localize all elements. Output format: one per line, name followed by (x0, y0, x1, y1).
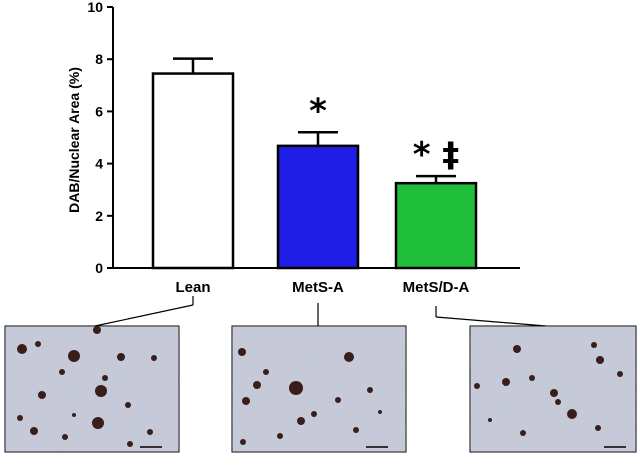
category-label-2: MetS/D-A (403, 279, 470, 296)
connector-lean-diag (94, 304, 194, 327)
y-tick-label: 0 (95, 260, 103, 276)
category-label-0: Lean (175, 279, 210, 296)
y-tick-label: 4 (95, 156, 103, 172)
y-tick-label: 2 (95, 208, 103, 224)
micrograph-lean (4, 325, 180, 453)
y-tick-label: 6 (95, 103, 103, 119)
error-bars (173, 57, 456, 184)
category-label-1: MetS-A (292, 279, 344, 296)
category-labels: Lean MetS-A MetS/D-A (175, 279, 469, 296)
y-axis-label: DAB/Nuclear Area (%) (66, 67, 82, 213)
bar-0 (151, 72, 235, 270)
micrograph-metsd-a (469, 325, 637, 453)
micrograph-connectors (94, 296, 547, 327)
bar-1 (276, 144, 360, 270)
significance-marker-1: * (309, 91, 327, 131)
y-ticks: 0 2 4 6 8 10 (87, 0, 113, 276)
micrograph-mets-a (231, 325, 407, 453)
y-tick-label: 8 (95, 51, 103, 67)
bar-2 (394, 181, 478, 270)
micrograph-panels (4, 325, 637, 453)
significance-annotations: * * ‡ (309, 91, 459, 175)
y-tick-label: 10 (87, 0, 103, 15)
connector-metsd-a-diag (435, 316, 547, 327)
significance-marker-2: * ‡ (413, 135, 460, 175)
bars (151, 72, 478, 270)
